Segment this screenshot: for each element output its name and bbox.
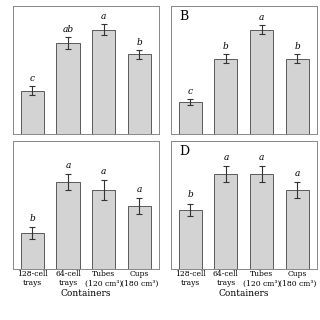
- Text: a: a: [101, 12, 106, 21]
- Bar: [214, 59, 237, 134]
- Text: b: b: [188, 190, 193, 199]
- Bar: [21, 233, 44, 269]
- Bar: [286, 59, 309, 134]
- Bar: [214, 174, 237, 269]
- Text: a: a: [223, 153, 228, 162]
- Text: c: c: [188, 87, 193, 96]
- Text: a: a: [137, 185, 142, 194]
- Text: a: a: [259, 13, 264, 22]
- Bar: [56, 43, 80, 134]
- Bar: [128, 206, 151, 269]
- X-axis label: Containers: Containers: [60, 289, 111, 298]
- Text: a: a: [259, 153, 264, 162]
- Text: a: a: [294, 169, 300, 178]
- Bar: [92, 30, 115, 134]
- Bar: [286, 190, 309, 269]
- Bar: [21, 91, 44, 134]
- Text: a: a: [101, 167, 106, 176]
- Text: b: b: [294, 42, 300, 51]
- Text: B: B: [180, 10, 189, 23]
- Text: ab: ab: [62, 25, 74, 34]
- Text: b: b: [223, 42, 229, 51]
- Text: D: D: [180, 145, 189, 158]
- Bar: [92, 190, 115, 269]
- Bar: [56, 182, 80, 269]
- Bar: [128, 54, 151, 134]
- Text: a: a: [65, 161, 71, 170]
- X-axis label: Containers: Containers: [219, 289, 269, 298]
- Bar: [179, 102, 202, 134]
- Text: c: c: [30, 74, 35, 83]
- Bar: [179, 210, 202, 269]
- Bar: [250, 174, 273, 269]
- Text: b: b: [29, 214, 35, 223]
- Text: b: b: [136, 38, 142, 47]
- Bar: [250, 30, 273, 134]
